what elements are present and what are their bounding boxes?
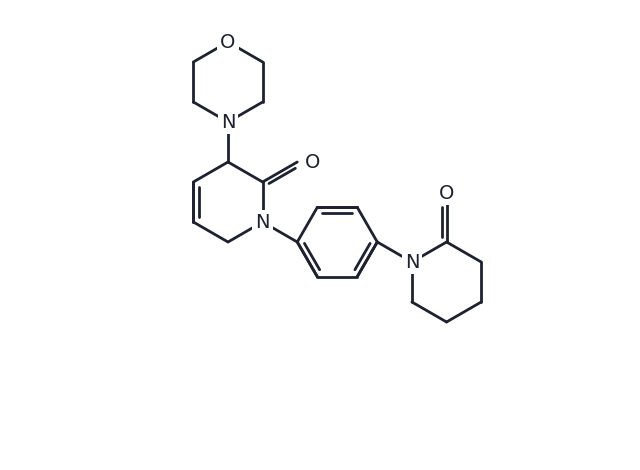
Text: N: N [221,112,236,132]
Text: N: N [255,212,270,232]
Text: O: O [305,152,321,172]
Text: O: O [220,32,236,52]
Text: N: N [404,252,419,272]
Text: O: O [439,183,454,203]
